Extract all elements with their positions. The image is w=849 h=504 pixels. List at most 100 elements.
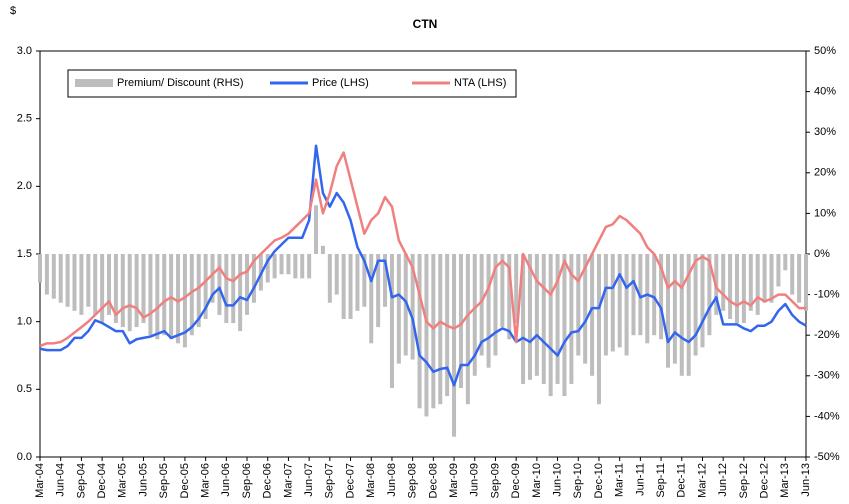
y2-tick-label: 30% xyxy=(814,126,836,138)
bar xyxy=(155,254,160,340)
y-axis-label: $ xyxy=(10,5,16,17)
x-tick-label: Mar-12 xyxy=(696,463,708,498)
bar xyxy=(376,254,381,328)
bar xyxy=(341,254,346,319)
bar xyxy=(79,254,84,315)
bar xyxy=(369,254,374,344)
bar xyxy=(210,254,215,303)
bar xyxy=(86,254,91,307)
bar xyxy=(217,254,222,315)
y2-tick-label: 0% xyxy=(814,248,830,260)
bar xyxy=(196,254,201,328)
line xyxy=(39,144,807,387)
y-tick-label: 0.5 xyxy=(17,383,32,395)
bar xyxy=(320,245,325,254)
bar xyxy=(452,254,457,437)
bar xyxy=(514,254,519,324)
plot-frame xyxy=(39,50,807,458)
bar xyxy=(603,254,608,356)
bar xyxy=(721,254,726,311)
x-tick-label: Sep-04 xyxy=(75,463,87,498)
bar xyxy=(707,254,712,336)
bar xyxy=(686,254,691,376)
bar xyxy=(300,254,305,279)
bar xyxy=(417,254,422,409)
bar xyxy=(741,254,746,324)
bar xyxy=(541,254,546,384)
y-tick-label: 0.0 xyxy=(17,451,32,463)
y2-tick-label: 20% xyxy=(814,167,836,179)
bar xyxy=(479,254,484,356)
bar xyxy=(44,254,49,295)
bar xyxy=(238,254,243,332)
x-tick-label: Dec-08 xyxy=(427,463,439,498)
x-tick-label: Dec-09 xyxy=(510,463,522,498)
x-tick-label: Mar-09 xyxy=(448,463,460,498)
bar xyxy=(527,254,532,380)
x-tick-label: Mar-13 xyxy=(779,463,791,498)
bar xyxy=(776,254,781,287)
bar xyxy=(134,254,139,328)
x-tick-label: Jun-06 xyxy=(220,463,232,497)
y-tick-label: 3.0 xyxy=(17,45,32,57)
y2-tick-label: -40% xyxy=(814,410,840,422)
bar xyxy=(383,254,388,307)
x-tick-label: Jun-12 xyxy=(717,463,729,497)
bar xyxy=(438,254,443,405)
y2-tick-label: 50% xyxy=(814,45,836,57)
bar xyxy=(521,254,526,384)
bar xyxy=(431,254,436,409)
bar xyxy=(327,254,332,303)
legend-swatch xyxy=(75,79,113,87)
bar xyxy=(486,254,491,368)
x-tick-label: Jun-11 xyxy=(634,463,646,496)
x-tick-label: Mar-05 xyxy=(117,463,129,498)
x-tick-label: Mar-08 xyxy=(365,463,377,498)
bar xyxy=(307,254,312,279)
bar xyxy=(293,254,298,279)
y2-tick-label: 40% xyxy=(814,86,836,98)
bar xyxy=(203,254,208,319)
x-tick-label: Mar-10 xyxy=(531,463,543,498)
bar xyxy=(100,254,105,324)
bar xyxy=(617,254,622,348)
bar xyxy=(231,254,236,324)
x-tick-label: Sep-12 xyxy=(738,463,750,498)
x-tick-label: Dec-05 xyxy=(179,463,191,498)
bar xyxy=(679,254,684,376)
y-tick-label: 2.0 xyxy=(17,180,32,192)
bar xyxy=(251,254,256,303)
legend-label: Price (LHS) xyxy=(312,77,369,89)
legend-label: NTA (LHS) xyxy=(454,77,506,89)
x-tick-label: Jun-07 xyxy=(303,463,315,497)
bar xyxy=(141,254,146,324)
bar xyxy=(583,254,588,364)
bar xyxy=(265,254,270,283)
bar xyxy=(348,254,353,319)
bar xyxy=(189,254,194,336)
bar xyxy=(396,254,401,364)
bar xyxy=(176,254,181,344)
bar xyxy=(734,254,739,324)
bar xyxy=(279,254,284,275)
bar xyxy=(389,254,394,388)
bar xyxy=(783,254,788,271)
bar xyxy=(728,254,733,319)
bar xyxy=(624,254,629,356)
bar xyxy=(493,254,498,356)
bar xyxy=(472,254,477,376)
bar xyxy=(569,254,574,384)
bar xyxy=(797,254,802,303)
bar xyxy=(65,254,70,307)
bar xyxy=(107,254,112,315)
bar xyxy=(659,254,664,340)
bar xyxy=(590,254,595,376)
bar xyxy=(693,254,698,356)
x-tick-label: Dec-11 xyxy=(676,463,688,498)
bar xyxy=(790,254,795,295)
x-tick-label: Jun-08 xyxy=(386,463,398,497)
x-tick-label: Sep-08 xyxy=(407,463,419,498)
bar xyxy=(548,254,553,397)
x-tick-label: Jun-10 xyxy=(551,463,563,497)
bar xyxy=(672,254,677,364)
